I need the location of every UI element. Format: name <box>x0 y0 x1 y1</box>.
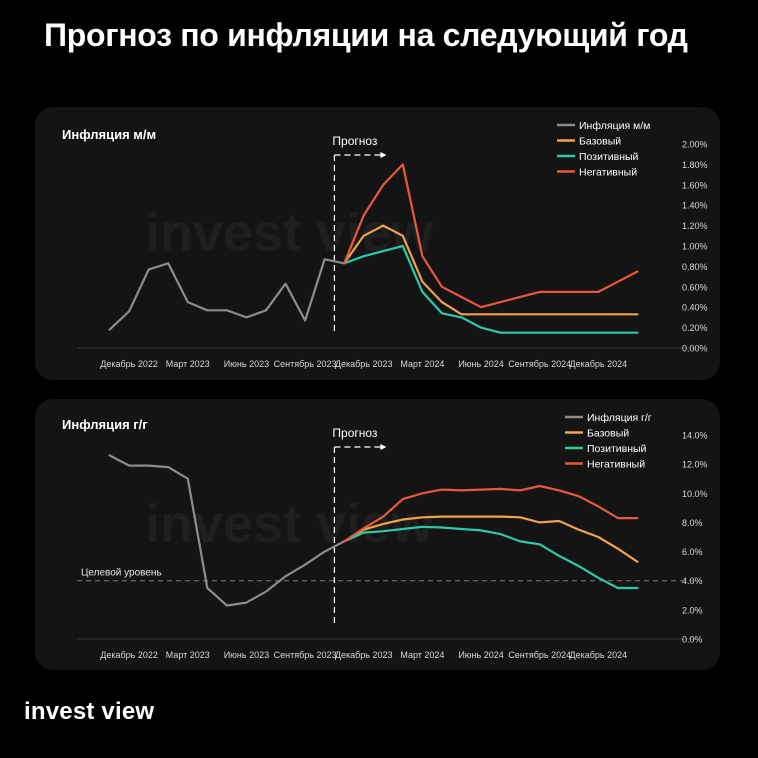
x-tick-label: Декабрь 2024 <box>570 650 628 660</box>
x-tick-label: Июнь 2024 <box>458 359 503 369</box>
x-tick-label: Сентябрь 2023 <box>274 650 337 660</box>
forecast-label: Прогноз <box>332 134 378 148</box>
forecast-label: Прогноз <box>332 426 378 440</box>
y-tick-label: 1.20% <box>682 221 708 231</box>
x-tick-label: Декабрь 2023 <box>335 359 393 369</box>
series-line-negative <box>343 163 639 309</box>
x-tick-label: Июнь 2023 <box>224 650 269 660</box>
forecast-arrow-head <box>380 444 387 450</box>
legend-label-positive: Позитивный <box>587 443 647 455</box>
y-tick-label: 10.0% <box>682 489 708 499</box>
series-line-positive <box>343 244 639 334</box>
x-tick-label: Сентябрь 2024 <box>508 359 571 369</box>
y-tick-label: 12.0% <box>682 460 708 470</box>
y-tick-label: 0.20% <box>682 323 708 333</box>
chart-panel-monthly: invest view Инфляция м/м 0.00% 0.20% 0.40% 0.… <box>35 107 720 380</box>
watermark-text: invest view <box>145 494 434 554</box>
target-label: Целевой уровень <box>81 568 162 579</box>
x-tick-label: Март 2023 <box>166 359 210 369</box>
legend-label-history: Инфляция м/м <box>579 120 650 132</box>
series-line-base <box>343 515 639 563</box>
y-tick-label: 0.0% <box>682 635 703 645</box>
legend-label-negative: Негативный <box>579 167 637 179</box>
chart-title: Инфляция м/м <box>62 127 156 142</box>
y-tick-label: 1.00% <box>682 242 708 252</box>
y-tick-label: 0.60% <box>682 282 708 292</box>
brand-logo: invest view <box>24 698 155 725</box>
y-tick-label: 2.0% <box>682 605 703 615</box>
x-tick-label: Сентябрь 2023 <box>274 359 337 369</box>
y-tick-label: 0.00% <box>682 344 708 354</box>
y-tick-label: 0.80% <box>682 262 708 272</box>
legend-label-positive: Позитивный <box>579 151 639 163</box>
forecast-arrow-head <box>380 152 387 158</box>
y-tick-label: 2.00% <box>682 140 708 150</box>
series-line-positive <box>343 525 639 590</box>
x-tick-label: Декабрь 2024 <box>570 359 628 369</box>
x-tick-label: Июнь 2024 <box>458 650 503 660</box>
x-tick-label: Июнь 2023 <box>224 359 269 369</box>
series-line-history <box>108 454 346 607</box>
x-tick-label: Сентябрь 2024 <box>508 650 571 660</box>
y-tick-label: 1.80% <box>682 160 708 170</box>
legend-label-base: Базовый <box>579 136 621 148</box>
chart-yearly: invest view Инфляция г/г 0.0% 2.0% 4.0% 6.0% 8… <box>62 412 708 660</box>
chart-panel-yearly: invest view Инфляция г/г 0.0% 2.0% 4.0% 6.0% 8… <box>35 399 720 670</box>
legend-label-negative: Негативный <box>587 459 645 471</box>
x-tick-label: Декабрь 2023 <box>335 650 393 660</box>
series-line-negative <box>343 484 639 543</box>
page-title: Прогноз по инфляции на следующий год <box>44 17 688 53</box>
x-tick-label: Декабрь 2022 <box>100 359 158 369</box>
y-tick-label: 1.60% <box>682 180 708 190</box>
series-line-base <box>343 224 639 316</box>
y-tick-label: 6.0% <box>682 547 703 557</box>
legend-label-base: Базовый <box>587 428 629 440</box>
chart-title: Инфляция г/г <box>62 417 148 432</box>
y-tick-label: 1.40% <box>682 201 708 211</box>
y-tick-label: 8.0% <box>682 518 703 528</box>
y-tick-label: 0.40% <box>682 303 708 313</box>
x-tick-label: Декабрь 2022 <box>100 650 158 660</box>
legend-label-history: Инфляция г/г <box>587 412 652 424</box>
y-tick-label: 14.0% <box>682 431 708 441</box>
chart-monthly: invest view Инфляция м/м 0.00% 0.20% 0.40% 0.… <box>62 120 708 369</box>
x-tick-label: Март 2024 <box>400 359 444 369</box>
x-tick-label: Март 2024 <box>400 650 444 660</box>
watermark-text: invest view <box>145 203 434 263</box>
x-tick-label: Март 2023 <box>166 650 210 660</box>
series-line-history <box>108 258 346 331</box>
y-tick-label: 4.0% <box>682 576 703 586</box>
